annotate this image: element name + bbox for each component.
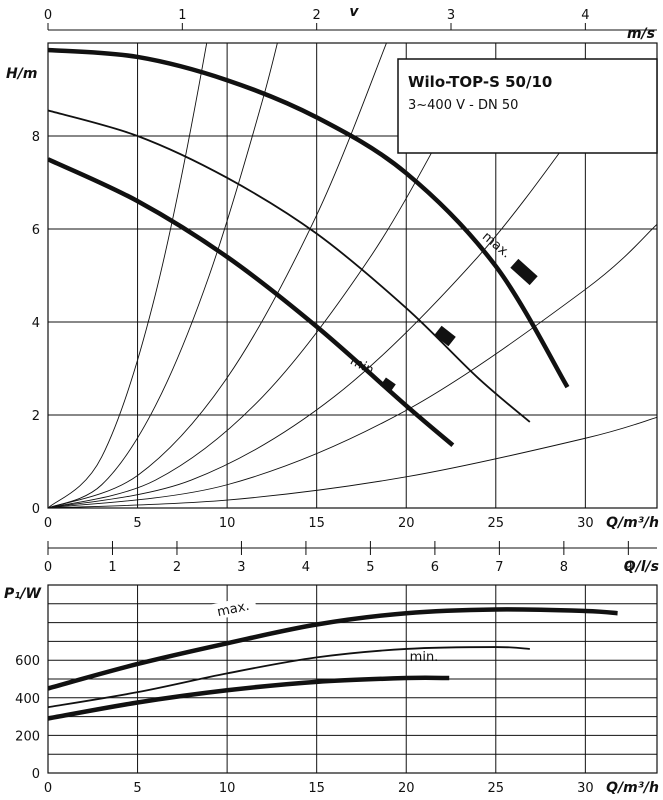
title-box: Wilo-TOP-S 50/10 3~400 V - DN 50 xyxy=(397,58,658,154)
power-series-line xyxy=(48,675,450,721)
system-curve-line xyxy=(48,224,657,508)
velocity-unit-label: m/s xyxy=(627,26,655,42)
velocity-tick-label: 3 xyxy=(447,8,455,23)
head-y-axis-label: H/m xyxy=(6,66,37,82)
velocity-tick-label: 4 xyxy=(581,8,589,23)
power-series-line xyxy=(48,607,618,691)
flow-ls-tick-label: 6 xyxy=(431,560,439,575)
flow-ls-tick-label: 7 xyxy=(495,560,503,575)
chart-subtitle: 3~400 V - DN 50 xyxy=(408,98,518,113)
power-annotation-max: max. xyxy=(216,599,251,620)
head-y-tick-label: 8 xyxy=(32,130,40,145)
flow-ls-tick-label: 0 xyxy=(44,560,52,575)
power-max-label-bg xyxy=(208,595,258,621)
head-x-tick-label: 5 xyxy=(133,516,141,531)
head-x-tick-label: 30 xyxy=(577,516,594,531)
power-curves xyxy=(48,607,618,721)
power-y-tick-label: 200 xyxy=(15,729,40,744)
flow-ls-axis-label: Q/l/s xyxy=(624,559,659,575)
head-x-tick-label: 25 xyxy=(488,516,505,531)
plot-frames xyxy=(47,23,658,774)
power-x-axis-label: Q/m³/h xyxy=(606,780,659,796)
velocity-axis-label: v xyxy=(349,4,359,20)
power-y-tick-label: 600 xyxy=(15,654,40,669)
flow-ls-tick-label: 2 xyxy=(173,560,181,575)
power-y-tick-label: 400 xyxy=(15,692,40,707)
system-curve-line xyxy=(48,43,387,508)
velocity-tick-label: 2 xyxy=(313,8,321,23)
power-y-axis-label: P₁/W xyxy=(4,586,42,602)
flow-ls-tick-label: 4 xyxy=(302,560,310,575)
velocity-tick-label: 0 xyxy=(44,8,52,23)
power-series-line xyxy=(48,646,530,709)
head-series-line xyxy=(48,109,531,423)
head-curves xyxy=(48,47,570,447)
power-x-tick-label: 25 xyxy=(488,781,505,796)
flow-ls-tick-label: 3 xyxy=(237,560,245,575)
speed-marker xyxy=(434,325,456,347)
velocity-tick-label: 1 xyxy=(178,8,186,23)
axis-labels: max.min.vm/sH/mQ/m³/hmax.min.Q/l/sP₁/WQ/… xyxy=(4,4,659,796)
head-y-tick-label: 6 xyxy=(32,223,40,238)
head-plot-frame xyxy=(47,42,658,509)
head-x-tick-label: 20 xyxy=(398,516,415,531)
flow-ls-tick-label: 9 xyxy=(624,560,632,575)
power-x-tick-label: 5 xyxy=(133,781,141,796)
power-x-tick-label: 0 xyxy=(44,781,52,796)
system-curve-line xyxy=(48,43,278,508)
flow-ls-tick-label: 5 xyxy=(366,560,374,575)
chart-title: Wilo-TOP-S 50/10 xyxy=(408,73,552,91)
flow-ls-tick-label: 1 xyxy=(108,560,116,575)
speed-marker xyxy=(380,377,396,393)
system-curves xyxy=(48,43,657,508)
speed-marker xyxy=(510,258,538,286)
system-curve-line xyxy=(48,117,586,508)
power-plot-frame xyxy=(47,584,658,774)
head-y-tick-label: 0 xyxy=(32,502,40,517)
system-curve-line xyxy=(48,117,452,508)
system-curve-line xyxy=(48,43,208,508)
power-annotation-min: min. xyxy=(410,650,439,665)
head-x-axis-label: Q/m³/h xyxy=(606,515,659,531)
head-y-tick-label: 4 xyxy=(32,316,40,331)
head-x-tick-label: 10 xyxy=(219,516,236,531)
head-series-line xyxy=(48,47,570,389)
head-x-tick-label: 0 xyxy=(44,516,52,531)
power-x-tick-label: 30 xyxy=(577,781,594,796)
flow-ls-tick-label: 8 xyxy=(560,560,568,575)
system-curve-line xyxy=(48,416,657,508)
power-y-tick-label: 0 xyxy=(32,767,40,782)
curves xyxy=(48,43,657,721)
power-x-tick-label: 10 xyxy=(219,781,236,796)
head-x-tick-label: 15 xyxy=(308,516,325,531)
head-series-line xyxy=(48,157,455,447)
head-y-tick-label: 2 xyxy=(32,409,40,424)
power-x-tick-label: 15 xyxy=(308,781,325,796)
power-x-tick-label: 20 xyxy=(398,781,415,796)
title-box-frame xyxy=(397,58,658,154)
